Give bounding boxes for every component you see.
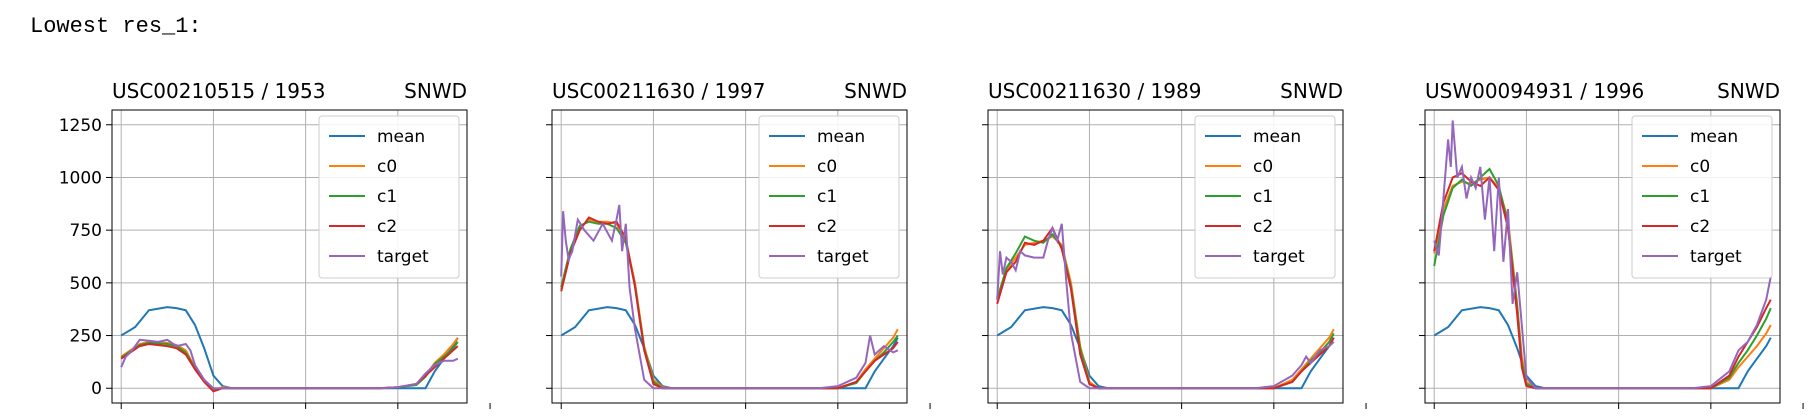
legend-label-c1: c1: [1690, 187, 1710, 207]
subplot-1: 0 250 500 750 1000 1250 USC00210515 / 1953 SNWD…: [59, 79, 491, 409]
legend: mean c0 c1 c2 target: [758, 115, 900, 279]
legend-label-c2: c2: [377, 217, 397, 237]
legend-label-target: target: [817, 247, 869, 267]
axes-frame: [1424, 109, 1781, 404]
series-line-mean: [120, 306, 459, 390]
legend-label-target: target: [377, 247, 429, 267]
legend: mean c0 c1 c2 target: [1631, 115, 1773, 279]
legend-label-c0: c0: [817, 157, 837, 177]
axes-frame: [551, 109, 908, 404]
variable-label: SNWD: [844, 79, 907, 103]
axes-frame: [987, 109, 1344, 404]
legend-label-mean: mean: [377, 127, 425, 147]
output-heading: Lowest res_1:: [30, 14, 202, 39]
legend-box: [758, 115, 900, 279]
legend-label-mean: mean: [817, 127, 865, 147]
series-line-target: [996, 223, 1335, 390]
series-line-target: [120, 338, 459, 390]
series-line-mean: [1433, 306, 1772, 390]
variable-label: SNWD: [1717, 79, 1780, 103]
variable-label: SNWD: [1280, 79, 1343, 103]
legend-label-c2: c2: [1690, 217, 1710, 237]
legend-label-target: target: [1690, 247, 1742, 267]
legend-label-c1: c1: [817, 187, 837, 207]
legend-label-target: target: [1253, 247, 1305, 267]
legend-box: [1631, 115, 1773, 279]
legend-label-c0: c0: [377, 157, 397, 177]
series-line-c2: [120, 342, 459, 393]
series-line-mean: [996, 306, 1335, 390]
legend-label-c2: c2: [817, 217, 837, 237]
subplot-3: USC00211630 / 1989 SNWD mean c0 c1 c2 target: [982, 79, 1367, 409]
axes-frame: [111, 109, 468, 404]
y-tick-label: 0: [91, 379, 102, 399]
y-tick-label: 1000: [59, 168, 102, 188]
series-line-c2: [560, 216, 899, 390]
legend-label-c0: c0: [1253, 157, 1273, 177]
series-line-c2: [996, 226, 1335, 390]
legend: mean c0 c1 c2 target: [318, 115, 460, 279]
y-tick-label: 1250: [59, 116, 102, 136]
subplot-title: USC00210515 / 1953: [112, 79, 325, 103]
legend-label-c1: c1: [377, 187, 397, 207]
y-tick-label: 500: [70, 274, 102, 294]
series-line-mean: [560, 306, 899, 390]
legend-label-mean: mean: [1690, 127, 1738, 147]
legend-label-mean: mean: [1253, 127, 1301, 147]
series-line-c2: [1433, 172, 1772, 390]
subplot-4: USW00094931 / 1996 SNWD mean c0 c1 c2 target: [1419, 79, 1804, 409]
series-line-target: [1433, 120, 1772, 390]
series-line-target: [560, 204, 899, 390]
y-tick-label: 750: [70, 221, 102, 241]
subplot-title: USC00211630 / 1989: [988, 79, 1201, 103]
legend-label-c2: c2: [1253, 217, 1273, 237]
legend: mean c0 c1 c2 target: [1194, 115, 1336, 279]
legend-box: [1194, 115, 1336, 279]
legend-box: [318, 115, 460, 279]
subplot-2: USC00211630 / 1997 SNWD mean c0 c1 c2 target: [546, 79, 931, 409]
legend-label-c0: c0: [1690, 157, 1710, 177]
subplot-title: USC00211630 / 1997: [552, 79, 765, 103]
legend-label-c1: c1: [1253, 187, 1273, 207]
series-line-c1: [120, 341, 459, 391]
subplot-title: USW00094931 / 1996: [1425, 79, 1644, 103]
y-tick-label: 250: [70, 327, 102, 347]
variable-label: SNWD: [404, 79, 467, 103]
